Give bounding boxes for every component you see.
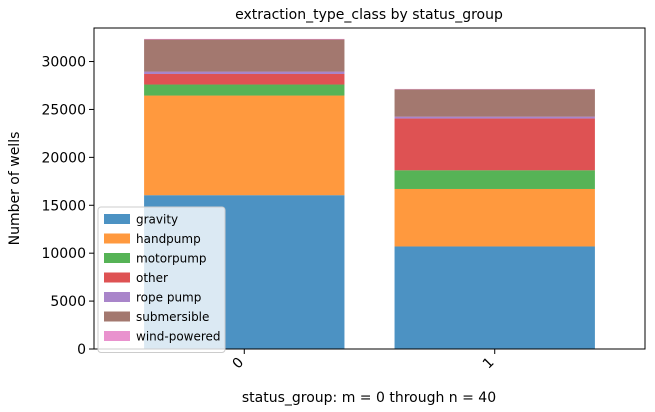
bar-rope-pump-0	[144, 71, 345, 74]
bar-wind-powered-0	[144, 38, 345, 40]
plot-frame	[93, 27, 646, 350]
bar-motorpump-1	[394, 170, 595, 189]
legend-label: submersible	[136, 310, 209, 324]
bar-handpump-1	[394, 188, 595, 247]
legend-label: motorpump	[136, 252, 207, 266]
y-tick-label: 30000	[41, 55, 86, 71]
bar-submersible-0	[144, 39, 345, 72]
legend-label: handpump	[136, 232, 201, 246]
legend-swatch	[104, 253, 130, 263]
bar-rope-pump-1	[394, 116, 595, 119]
y-tick-label: 10000	[41, 246, 86, 262]
legend-swatch	[104, 272, 130, 283]
y-tick-label: 20000	[41, 150, 86, 166]
y-axis: 0 5000 10000 15000 20000 25000 30000	[41, 55, 94, 358]
chart-title: extraction_type_class by status_group	[235, 7, 503, 23]
legend-label: other	[136, 271, 168, 285]
bar-submersible-1	[394, 89, 595, 117]
y-tick-label: 5000	[50, 294, 86, 310]
bar-motorpump-0	[144, 84, 345, 96]
y-axis-label: Number of wells	[7, 132, 23, 246]
legend-swatch	[104, 233, 130, 244]
legend-label: rope pump	[136, 291, 201, 305]
legend-swatch	[104, 331, 130, 341]
bar-other-1	[394, 118, 595, 171]
bar-handpump-0	[144, 95, 345, 196]
y-tick-label: 25000	[41, 102, 86, 118]
legend-swatch	[104, 214, 130, 224]
y-tick-label: 15000	[41, 198, 86, 214]
bars-layer	[144, 38, 595, 349]
x-tick-label: 0	[229, 355, 247, 373]
bar-gravity-1	[394, 246, 595, 349]
legend-swatch	[104, 311, 130, 322]
legend: gravity handpump motorpump other rope pump su…	[97, 206, 226, 353]
y-tick-label: 0	[77, 342, 86, 358]
x-axis-label: status_group: m = 0 through n = 40	[242, 390, 496, 406]
bar-other-0	[144, 73, 345, 85]
legend-label: gravity	[136, 213, 178, 227]
legend-swatch	[104, 292, 130, 302]
x-tick-label: 1	[480, 355, 498, 373]
legend-label: wind-powered	[136, 330, 221, 344]
